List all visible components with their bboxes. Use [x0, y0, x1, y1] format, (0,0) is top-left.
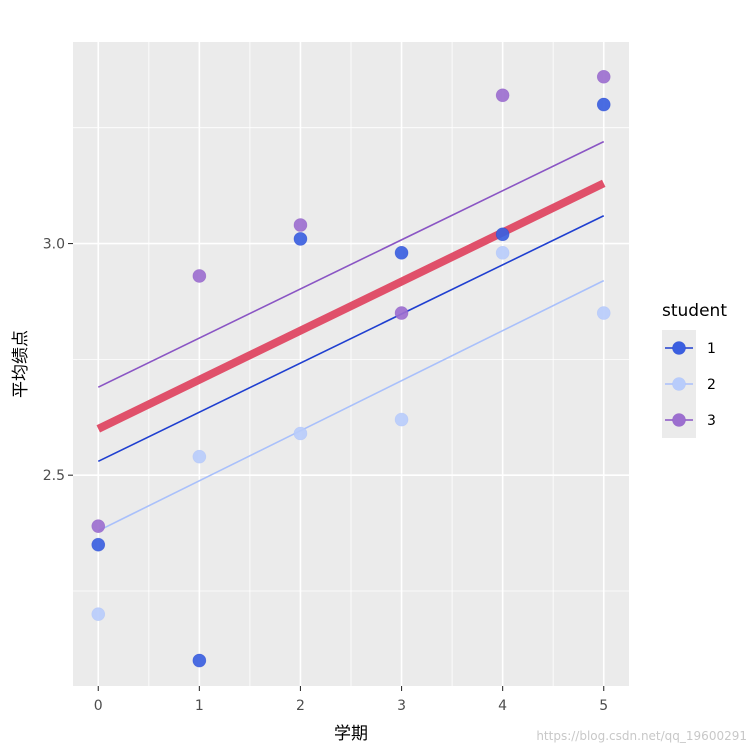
fit-line-student-3 [97, 140, 605, 388]
overall-fit-line [96, 179, 606, 433]
legend-title: student [662, 301, 727, 321]
point-student-1 [394, 246, 409, 260]
x-tick-label: 0 [94, 698, 103, 714]
point-student-2 [91, 607, 106, 621]
minor-gridlines [73, 42, 629, 686]
point-student-2 [495, 246, 510, 260]
point-student-3 [596, 69, 611, 84]
tick-labels: 0 1 2 3 4 5 2.5 3.0 [43, 237, 608, 714]
legend-key-point [672, 377, 686, 391]
legend: student 1 2 3 [662, 301, 727, 438]
legend-keys: 1 2 3 [662, 330, 716, 438]
legend-label-2: 2 [707, 377, 716, 393]
axis-ticks [68, 242, 605, 691]
legend-label-3: 3 [707, 413, 716, 429]
fit-line-student-2 [97, 279, 605, 532]
point-student-2 [293, 426, 308, 441]
point-student-3 [91, 519, 106, 533]
point-student-1 [495, 227, 510, 242]
point-student-1 [293, 232, 308, 246]
watermark: https://blog.csdn.net/qq_19600291 [536, 729, 747, 743]
point-student-1 [91, 537, 106, 552]
point-student-2 [394, 412, 409, 427]
x-tick-label: 5 [599, 698, 608, 714]
point-student-1 [192, 653, 207, 668]
legend-label-1: 1 [707, 341, 716, 357]
point-student-3 [394, 306, 409, 320]
point-student-3 [192, 269, 207, 283]
legend-key-point [672, 341, 686, 355]
point-student-3 [495, 88, 510, 103]
point-student-2 [596, 306, 611, 320]
major-gridlines [73, 42, 629, 686]
x-tick-label: 1 [195, 698, 204, 714]
y-tick-label: 3.0 [43, 237, 65, 253]
x-axis-title: 学期 [334, 724, 368, 744]
point-student-1 [596, 97, 611, 112]
point-student-3 [293, 218, 308, 232]
x-tick-label: 4 [498, 698, 507, 714]
y-tick-label: 2.5 [43, 468, 65, 484]
y-axis-title: 平均绩点 [11, 330, 31, 398]
x-tick-label: 2 [296, 698, 305, 714]
fit-line-student-1 [97, 215, 605, 463]
legend-key-point [672, 413, 686, 427]
regression-lines [96, 140, 606, 532]
x-tick-label: 3 [397, 698, 406, 714]
point-student-2 [192, 449, 207, 464]
data-points [91, 69, 611, 668]
